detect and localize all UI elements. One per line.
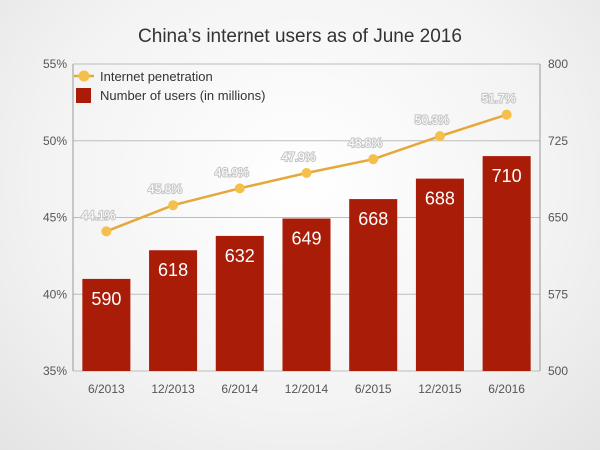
legend-bar-marker <box>76 88 91 103</box>
left-axis-ticks: 35% 40% 45% 50% 55% <box>43 57 67 378</box>
bar-value-label: 668 <box>358 209 388 229</box>
right-tick-label: 800 <box>548 57 568 71</box>
left-tick-label: 45% <box>43 211 67 225</box>
penetration-point <box>301 167 312 178</box>
penetration-point <box>368 154 379 165</box>
right-tick-label: 650 <box>548 211 568 225</box>
penetration-point <box>168 200 179 211</box>
x-tick-label: 6/2014 <box>221 382 258 396</box>
bar <box>82 278 131 371</box>
right-tick-label: 725 <box>548 134 568 148</box>
legend-penetration: Internet penetration <box>100 69 213 84</box>
x-tick-label: 12/2013 <box>151 382 195 396</box>
bar <box>349 199 398 371</box>
penetration-point <box>501 109 512 120</box>
penetration-value-label: 50.3% <box>415 113 449 127</box>
bar <box>215 235 264 371</box>
left-tick-label: 50% <box>43 134 67 148</box>
penetration-value-label: 51.7% <box>482 92 516 106</box>
penetration-value-label: 46.9% <box>215 165 249 179</box>
bar <box>149 250 198 371</box>
penetration-value-label: 44.1% <box>81 208 115 222</box>
x-tick-label: 12/2014 <box>285 382 329 396</box>
bar-value-label: 618 <box>158 260 188 280</box>
x-tick-label: 12/2015 <box>418 382 462 396</box>
penetration-line: 44.1% 45.8% 46.9% 47.9% 48.8% 50.3% 51.7% <box>80 91 517 237</box>
left-tick-label: 35% <box>43 364 67 378</box>
left-tick-label: 40% <box>43 287 67 301</box>
bar-value-label: 710 <box>492 166 522 186</box>
right-tick-label: 575 <box>548 287 568 301</box>
bar-value-label: 632 <box>225 246 255 266</box>
bar <box>482 156 531 371</box>
chart-title: China’s internet users as of June 2016 <box>138 26 462 47</box>
penetration-value-label: 47.9% <box>281 150 315 164</box>
penetration-point <box>234 183 245 194</box>
right-axis-ticks: 500 575 650 725 800 <box>548 57 568 378</box>
legend-users: Number of users (in millions) <box>100 88 265 103</box>
legend: Internet penetration Number of users (in… <box>74 69 265 103</box>
x-axis-ticks: 6/2013 12/2013 6/2014 12/2014 6/2015 12/2015 6… <box>88 382 525 396</box>
penetration-value-label: 48.8% <box>348 136 382 150</box>
bar <box>415 178 464 371</box>
left-tick-label: 55% <box>43 57 67 71</box>
bar <box>282 218 331 371</box>
x-tick-label: 6/2015 <box>355 382 392 396</box>
right-tick-label: 500 <box>548 364 568 378</box>
x-tick-label: 6/2016 <box>488 382 525 396</box>
legend-dot-marker <box>78 70 90 82</box>
penetration-point <box>101 226 112 237</box>
penetration-point <box>434 131 445 142</box>
user-bars: 590 618 632 649 668 688 710 <box>82 156 531 371</box>
bar-value-label: 590 <box>91 289 121 309</box>
x-tick-label: 6/2013 <box>88 382 125 396</box>
bar-value-label: 688 <box>425 189 455 209</box>
bar-value-label: 649 <box>291 229 321 249</box>
penetration-value-label: 45.8% <box>148 182 182 196</box>
